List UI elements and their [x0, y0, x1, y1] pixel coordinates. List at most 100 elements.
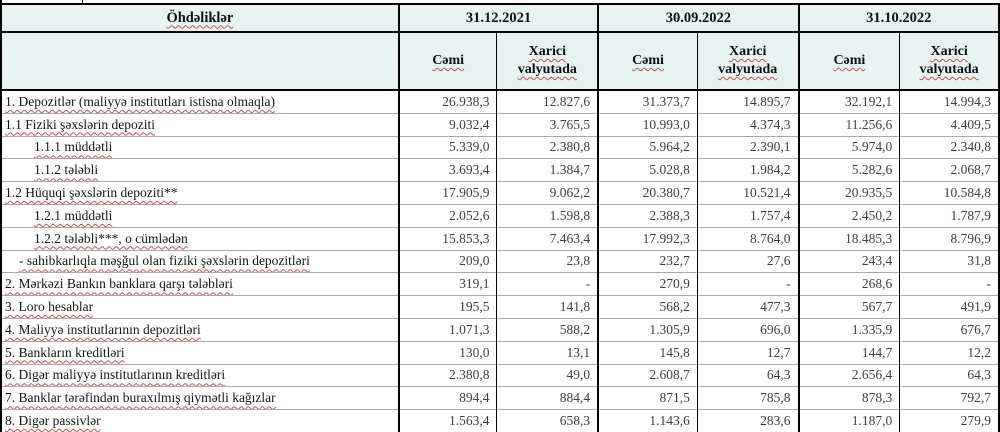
value-cell: 4.409,5 — [899, 112, 999, 137]
value-cell: 141,8 — [496, 295, 599, 319]
header-row-subcolumns: Cəmi Xarici valyutada Cəmi Xarici valyut… — [1, 32, 999, 91]
row-label: 8. Digər passivlər — [1, 409, 399, 432]
table-header: Öhdəliklər 31.12.2021 30.09.2022 31.10.2… — [1, 4, 999, 91]
row-label: 3. Loro hesablar — [1, 295, 399, 319]
value-cell: 568,2 — [597, 295, 698, 319]
row-label-text: 1.2 Hüquqi şəxslərin depoziti** — [5, 185, 178, 201]
subheader-total-1: Cəmi — [397, 32, 497, 91]
value-cell: 130,0 — [397, 340, 497, 365]
table-row: 1.2.1 müddətli 2.052,6 1.598,8 2.388,3 1.757… — [1, 203, 999, 228]
value-cell: 3.765,5 — [496, 112, 599, 137]
subheader-total-3: Cəmi — [797, 32, 900, 91]
value-cell: 1.305,9 — [597, 317, 698, 342]
value-cell: 2.380,8 — [496, 135, 599, 159]
value-cell: 10.584,8 — [899, 181, 999, 205]
row-label: 1.2.1 müddətli — [1, 203, 399, 228]
table-row: 1. Depozitlər (maliyyə institutları isti… — [1, 89, 999, 114]
table-row: 3. Loro hesablar 195,5 141,8 568,2 477,3 567,… — [1, 295, 999, 319]
value-cell: 2.068,7 — [899, 158, 999, 182]
subheader-total-text: Cəmi — [632, 52, 664, 68]
value-cell: 64,3 — [899, 363, 999, 387]
value-cell: 23,8 — [496, 249, 599, 273]
table-row: 1.1.2 tələbli 3.693,4 1.384,7 5.028,8 1.984,… — [1, 158, 999, 182]
row-label-text: 1.1 Fiziki şəxslərin depoziti — [5, 116, 155, 132]
header-row-dates: Öhdəliklər 31.12.2021 30.09.2022 31.10.2… — [1, 4, 999, 33]
row-label-text: 1. Depozitlər (maliyyə institutları isti… — [5, 93, 275, 109]
value-cell: 279,9 — [899, 409, 999, 432]
row-label-text: 5. Bankların kreditləri — [5, 344, 125, 360]
row-label: 1.2.2 tələbli***, o cümlədən — [1, 226, 399, 251]
value-cell: 1.071,3 — [397, 317, 497, 342]
table-row: 7. Banklar tərəfindən buraxılmış qiymətl… — [1, 386, 999, 410]
subheader-fx-text: Xarici valyutada — [517, 43, 577, 77]
value-cell: 283,6 — [696, 409, 799, 432]
row-label: 1. Depozitlər (maliyyə institutları isti… — [1, 89, 399, 114]
row-label-text: 1.2.2 tələbli***, o cümlədən — [34, 230, 188, 246]
value-cell: 10.993,0 — [597, 112, 698, 137]
value-cell: 1.757,4 — [696, 203, 799, 228]
subheader-empty — [1, 32, 399, 91]
subheader-total-text: Cəmi — [833, 52, 866, 68]
border-fragment — [82, 0, 83, 3]
value-cell: 1.187,0 — [797, 409, 900, 432]
row-label-text: 6. Digər maliyyə institutlarının kreditl… — [5, 367, 226, 383]
value-cell: 12,2 — [899, 340, 999, 365]
value-cell: 268,6 — [797, 272, 900, 296]
subheader-fx-1: Xarici valyutada — [496, 32, 599, 91]
value-cell: 2.390,1 — [696, 135, 799, 159]
value-cell: 145,8 — [597, 340, 698, 365]
table-row: 1.1.1 müddətli 5.339,0 2.380,8 5.964,2 2.390… — [1, 135, 999, 159]
value-cell: 1.335,9 — [797, 317, 900, 342]
value-cell: 2.380,8 — [397, 363, 497, 387]
value-cell: 1.143,6 — [597, 409, 698, 432]
value-cell: 14.895,7 — [696, 89, 799, 114]
value-cell: 1.984,2 — [696, 158, 799, 182]
value-cell: 878,3 — [797, 386, 900, 410]
value-cell: 2.608,7 — [597, 363, 698, 387]
row-label-text: 1.2.1 müddətli — [34, 207, 113, 223]
value-cell: 12.827,6 — [496, 89, 599, 114]
row-label-text: 1.1.2 tələbli — [34, 162, 99, 178]
value-cell: 1.384,7 — [496, 158, 599, 182]
border-fragment — [0, 0, 2, 3]
value-cell: 477,3 — [696, 295, 799, 319]
value-cell: 792,7 — [899, 386, 999, 410]
value-cell: 144,7 — [797, 340, 900, 365]
row-label-text: 2. Mərkəzi Bankın banklara qarşı tələblə… — [5, 276, 233, 292]
value-cell: 871,5 — [597, 386, 698, 410]
value-cell: 5.974,0 — [797, 135, 900, 159]
value-cell: 17.992,3 — [597, 226, 698, 251]
value-cell: 5.028,8 — [597, 158, 698, 182]
value-cell: 49,0 — [496, 363, 599, 387]
value-cell: 31.373,7 — [597, 89, 698, 114]
value-cell: 4.374,3 — [696, 112, 799, 137]
value-cell: 9.032,4 — [397, 112, 497, 137]
subheader-fx-2: Xarici valyutada — [696, 32, 799, 91]
table-row: - sahibkarlıqla məşğul olan fiziki şəxsl… — [1, 249, 999, 273]
value-cell: 2.388,3 — [597, 203, 698, 228]
value-cell: 884,4 — [496, 386, 599, 410]
value-cell: 18.485,3 — [797, 226, 900, 251]
value-cell: 2.340,8 — [899, 135, 999, 159]
value-cell: 2.656,4 — [797, 363, 900, 387]
row-label: - sahibkarlıqla məşğul olan fiziki şəxsl… — [1, 249, 399, 273]
value-cell: 270,9 — [597, 272, 698, 296]
value-cell: 27,6 — [696, 249, 799, 273]
value-cell: 14.994,3 — [899, 89, 999, 114]
value-cell: 232,7 — [597, 249, 698, 273]
column-header-date-2021-12: 31.12.2021 — [397, 4, 599, 33]
value-cell: 567,7 — [797, 295, 900, 319]
value-cell: 5.339,0 — [397, 135, 497, 159]
value-cell: 8.796,9 — [899, 226, 999, 251]
value-cell: 20.935,5 — [797, 181, 900, 205]
column-header-date-2022-10: 31.10.2022 — [797, 4, 999, 33]
subheader-fx-text: Xarici valyutada — [919, 43, 979, 77]
table-body: 1. Depozitlər (maliyyə institutları isti… — [1, 89, 999, 432]
value-cell: 11.256,6 — [797, 112, 900, 137]
value-cell: - — [899, 272, 999, 296]
value-cell: 26.938,3 — [397, 89, 497, 114]
value-cell: 3.693,4 — [397, 158, 497, 182]
row-label: 7. Banklar tərəfindən buraxılmış qiymətl… — [1, 386, 399, 410]
value-cell: 319,1 — [397, 272, 497, 296]
